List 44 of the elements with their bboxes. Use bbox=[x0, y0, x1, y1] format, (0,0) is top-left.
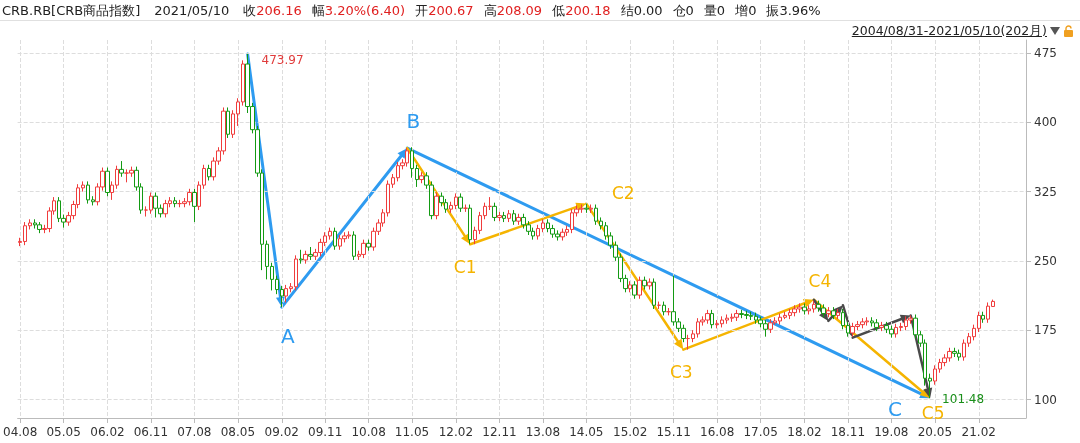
candlestick bbox=[488, 196, 492, 211]
y-tick-label: 175 bbox=[1034, 323, 1057, 338]
annotation: C2 bbox=[611, 182, 635, 203]
x-tick-label: 17.05 bbox=[743, 425, 778, 439]
x-tick-label: 13.08 bbox=[525, 425, 561, 439]
x-tick-label: 15.02 bbox=[613, 425, 648, 439]
candlestick bbox=[458, 192, 463, 213]
x-tick-label: 11.05 bbox=[394, 425, 430, 439]
annotation: C3 bbox=[669, 361, 693, 382]
x-tick-label: 12.11 bbox=[482, 425, 517, 439]
annotation: C4 bbox=[808, 270, 832, 291]
x-tick-label: 04.08 bbox=[3, 425, 38, 439]
annotation: 101.48 bbox=[942, 392, 985, 407]
x-tick-label: 05.05 bbox=[46, 425, 81, 439]
annotation: 473.97 bbox=[261, 52, 304, 67]
candlestick bbox=[662, 301, 666, 316]
x-tick-label: 16.08 bbox=[700, 425, 735, 439]
annotation: C1 bbox=[453, 257, 477, 278]
y-tick-label: 325 bbox=[1034, 184, 1057, 199]
x-tick-label: 07.08 bbox=[177, 425, 212, 439]
x-tick-label: 08.05 bbox=[220, 425, 256, 439]
x-tick-label: 10.08 bbox=[351, 425, 386, 439]
annotation: C bbox=[888, 397, 903, 422]
y-tick-label: 250 bbox=[1034, 253, 1057, 268]
annotation: C5 bbox=[921, 403, 945, 424]
y-tick-label: 400 bbox=[1034, 115, 1057, 130]
x-tick-label: 21.02 bbox=[961, 425, 996, 439]
x-tick-label: 12.02 bbox=[438, 425, 474, 439]
x-tick-label: 09.02 bbox=[264, 425, 299, 439]
x-tick-label: 19.08 bbox=[874, 425, 909, 439]
chart-title: CRB.RB[CRB商品指数] 2021/05/10 收206.16 幅3.20%(6.40) 开200.67 高208.09 低200.18 结0.00 仓0 量0 增0 振3.96% bbox=[2, 3, 821, 18]
x-tick-label: 15.11 bbox=[656, 425, 691, 439]
x-tick-label: 09.11 bbox=[308, 425, 343, 439]
x-tick-label: 20.05 bbox=[917, 425, 953, 439]
annotation: B bbox=[406, 109, 421, 134]
y-tick-label: 475 bbox=[1034, 45, 1057, 60]
y-tick-label: 100 bbox=[1034, 392, 1057, 407]
chart-subtitle: 2004/08/31-2021/05/10(202月) bbox=[851, 22, 1047, 40]
annotation: A bbox=[280, 324, 295, 349]
x-tick-label: 18.11 bbox=[830, 425, 866, 439]
x-tick-label: 18.02 bbox=[787, 425, 822, 439]
x-tick-label: 06.11 bbox=[133, 425, 169, 439]
x-tick-label: 14.05 bbox=[569, 425, 604, 439]
x-tick-label: 06.02 bbox=[90, 425, 125, 439]
